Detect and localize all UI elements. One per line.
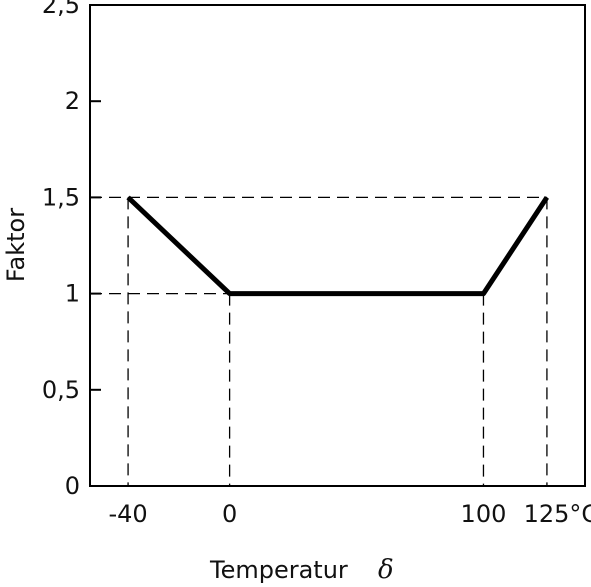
x-tick-label-3: 125°C: [524, 500, 591, 528]
y-tick-label-1: 0,5: [42, 376, 80, 404]
y-tick-label-5: 2,5: [42, 0, 80, 19]
y-tick-label-4: 2: [65, 87, 80, 115]
y-tick-label-2: 1: [65, 280, 80, 308]
y-tick-label-0: 0: [65, 472, 80, 500]
y-axis-title: Faktor: [2, 208, 30, 282]
dashed-reference-lines: [90, 196, 548, 486]
series-line-factor: [126, 195, 549, 297]
series-layer: [126, 195, 549, 297]
x-tick-label-1: 0: [222, 500, 237, 528]
x-axis-title: Temperatur: [209, 556, 348, 584]
axis-ticks: [90, 100, 101, 391]
plot-frame: [89, 4, 586, 487]
x-tick-label-2: 100: [461, 500, 507, 528]
y-tick-label-3: 1,5: [42, 183, 80, 211]
x-axis-symbol: δ: [378, 555, 394, 585]
x-tick-label-0: -40: [108, 500, 147, 528]
tick-labels: 0 0,5 1 1,5 2 2,5 -40 0 100 125°C: [42, 0, 591, 528]
